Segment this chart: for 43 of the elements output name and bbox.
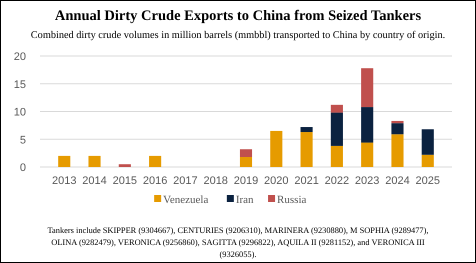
x-tick-label: 2021	[294, 175, 319, 187]
y-tick-label: 0	[20, 162, 26, 174]
legend-label: Russia	[277, 194, 307, 206]
bar	[361, 68, 374, 108]
y-tick-label: 5	[20, 134, 26, 146]
chart-title: Annual Dirty Crude Exports to China from Seized Tankers	[54, 8, 422, 24]
bar	[330, 104, 343, 113]
bar	[361, 142, 374, 167]
x-tick-label: 2016	[142, 175, 168, 187]
text: Tankers include SKIPPER (9304667), CENTURIES (9206310), MARINERA (9230880), M SOPHIA (9289477), OLINA (9282479), VERONICA (9256860), SAGITTA (9296822), AQUILA II (9281152), and VERONICA III (9326055).	[48, 226, 428, 259]
bar	[330, 112, 343, 146]
bar	[391, 123, 404, 134]
legend-label: Iran	[236, 194, 254, 206]
bar	[422, 129, 434, 155]
x-tick-label: 2015	[112, 175, 138, 187]
bar	[422, 154, 434, 167]
y-tick-label: 10	[14, 106, 26, 118]
bar	[361, 107, 374, 143]
x-tick-label: 2023	[354, 175, 380, 187]
bar	[88, 156, 101, 167]
bar	[240, 149, 252, 158]
bar	[118, 164, 131, 167]
x-tick-label: 2013	[52, 175, 76, 187]
bar	[391, 134, 404, 167]
x-tick-label: 2018	[203, 175, 228, 187]
bar	[240, 157, 252, 167]
bar	[330, 146, 343, 167]
legend-label: Venezuela	[163, 194, 208, 206]
bar	[270, 130, 282, 167]
y-tick-label: 20	[14, 51, 26, 63]
x-tick-label: 2019	[234, 175, 258, 187]
y-tick-label: 15	[14, 78, 26, 91]
x-tick-label: 2024	[385, 175, 410, 187]
bar	[300, 127, 313, 132]
x-tick-label: 2017	[173, 175, 198, 187]
x-tick-label: 2022	[324, 175, 350, 187]
x-tick-label: 2020	[264, 175, 289, 187]
chart-subtitle: Combined dirty crude volumes in million barrels (mmbbl) transported to China by country of origin.	[30, 30, 446, 41]
bar	[300, 132, 313, 167]
bar	[149, 156, 162, 167]
x-tick-label: 2025	[416, 175, 440, 187]
bar	[58, 156, 70, 167]
x-tick-label: 2014	[82, 175, 107, 187]
